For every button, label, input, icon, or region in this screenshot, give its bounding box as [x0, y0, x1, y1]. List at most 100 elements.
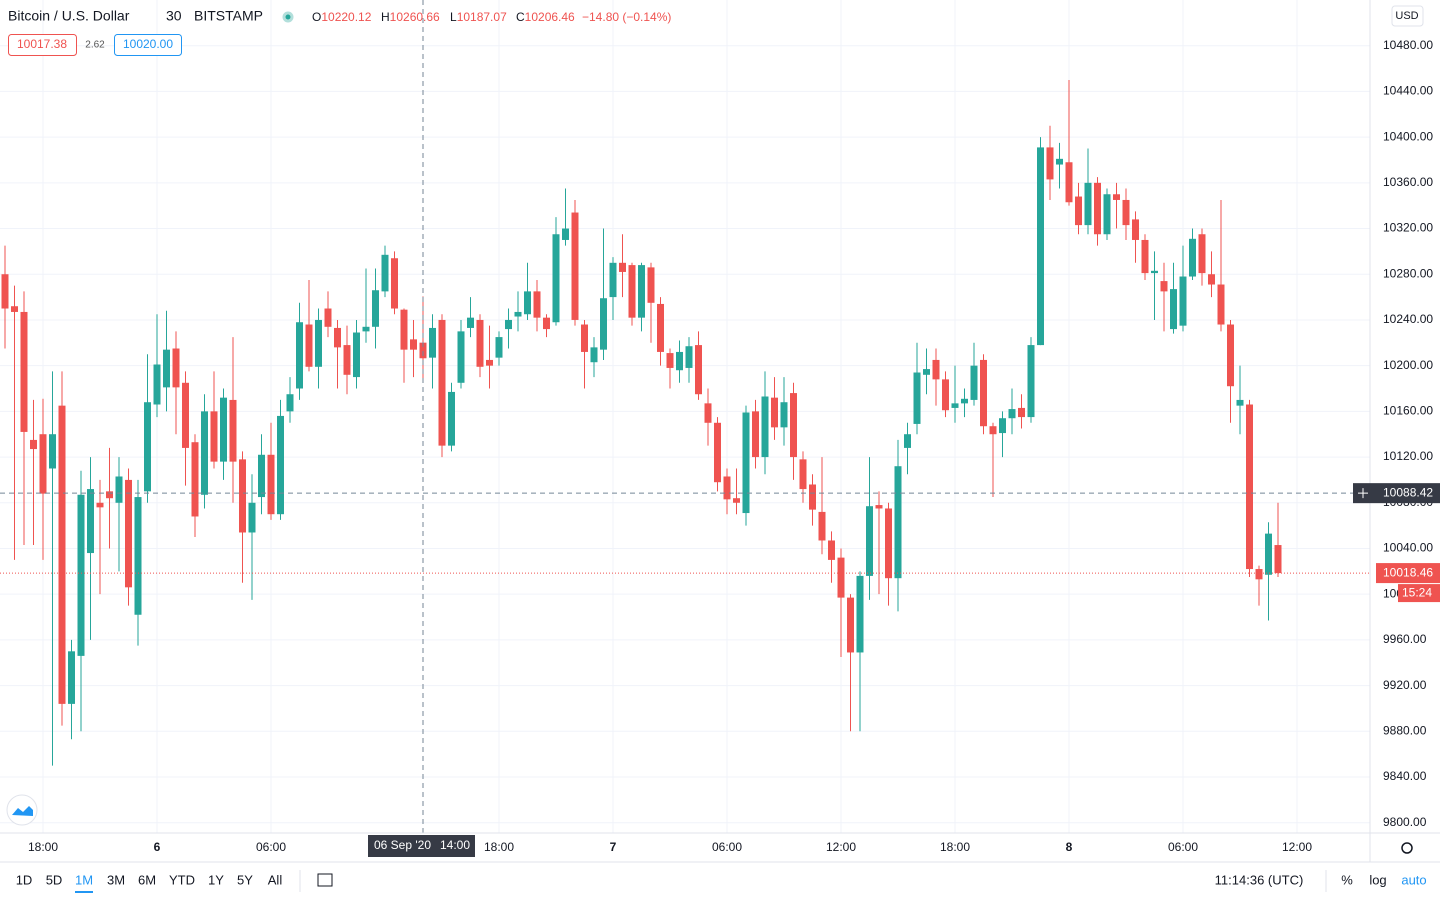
- candle-body: [666, 353, 674, 368]
- x-tick-label: 12:00: [1282, 840, 1312, 854]
- candle-body: [163, 349, 170, 388]
- range-button[interactable]: 6M: [138, 872, 156, 887]
- candle-body: [1065, 162, 1073, 203]
- candle-body: [742, 412, 750, 514]
- candle-body: [1170, 289, 1177, 330]
- candle-body: [1084, 182, 1092, 226]
- exchange: BITSTAMP: [194, 8, 263, 24]
- candle-body: [695, 345, 702, 395]
- range-button[interactable]: 1M: [75, 872, 93, 887]
- candle-body: [391, 258, 398, 309]
- candle-body: [913, 372, 921, 424]
- log-toggle[interactable]: log: [1369, 872, 1386, 887]
- candle-body: [505, 319, 512, 330]
- y-tick-label: 10200.00: [1383, 358, 1433, 372]
- x-tick-label: 06:00: [1168, 840, 1198, 854]
- candle-body: [961, 398, 968, 404]
- candle-body: [172, 348, 180, 388]
- countdown: 15:24: [1402, 585, 1432, 599]
- candle-body: [296, 322, 303, 389]
- candle-body: [96, 502, 104, 508]
- currency[interactable]: USD: [1395, 10, 1418, 22]
- candle-body: [1056, 158, 1063, 165]
- candle-body: [733, 498, 740, 503]
- x-tick-label: 06:00: [712, 840, 742, 854]
- candle-body: [923, 369, 930, 375]
- candle-body: [58, 405, 66, 704]
- candle-body: [970, 365, 978, 400]
- candle-body: [77, 494, 85, 656]
- candle-body: [201, 411, 208, 495]
- ohlc-value: 10260.66: [390, 10, 440, 24]
- ask-box[interactable]: [114, 34, 182, 56]
- candle-body: [429, 327, 436, 358]
- range-button[interactable]: All: [268, 872, 283, 887]
- bid-box[interactable]: [8, 34, 77, 56]
- settings-icon[interactable]: [1401, 842, 1413, 854]
- y-tick-label: 10120.00: [1383, 449, 1433, 463]
- range-button[interactable]: 1D: [16, 872, 33, 887]
- range-button[interactable]: 5Y: [237, 872, 253, 887]
- y-tick-label: 10280.00: [1383, 266, 1433, 280]
- ohlc-key: C: [516, 10, 525, 24]
- candle-body: [1255, 569, 1263, 580]
- candle-body: [1179, 276, 1187, 326]
- candle-body: [818, 511, 826, 541]
- range-button[interactable]: 1Y: [208, 872, 224, 887]
- candle-body: [761, 396, 769, 458]
- candle-body: [676, 351, 683, 371]
- candle-body: [372, 290, 379, 327]
- candle-body: [590, 347, 598, 363]
- candle-body: [210, 411, 218, 462]
- candle-body: [258, 454, 265, 498]
- candle-body: [30, 439, 37, 450]
- candle-body: [286, 394, 294, 412]
- logo-mark: [12, 806, 33, 816]
- candle-body: [448, 391, 455, 446]
- candle-body: [638, 265, 645, 318]
- crosshair-time: 14:00: [440, 838, 470, 852]
- candle-body: [1103, 194, 1111, 235]
- candle-body: [39, 434, 47, 494]
- candle-body: [1122, 199, 1130, 226]
- candle-body: [562, 228, 569, 240]
- candle-body: [20, 311, 28, 432]
- candle-body: [1198, 234, 1206, 274]
- candle-body: [362, 326, 370, 332]
- clock: 11:14:36 (UTC): [1215, 872, 1304, 887]
- y-tick-label: 9800.00: [1383, 815, 1427, 829]
- candle-body: [543, 317, 550, 330]
- candle-body: [980, 359, 987, 427]
- date-range-icon[interactable]: [317, 873, 333, 887]
- candle-body: [191, 442, 199, 517]
- x-tick-label: 18:00: [28, 840, 58, 854]
- range-button[interactable]: 3M: [107, 872, 125, 887]
- countdown-box: [1398, 584, 1440, 603]
- candle-body: [581, 324, 588, 352]
- bid[interactable]: 10017.38: [17, 37, 67, 51]
- crosshair-time-box: [368, 835, 475, 857]
- candle-body: [1037, 147, 1044, 346]
- candle-body: [381, 254, 389, 292]
- y-tick-label: 10040.00: [1383, 541, 1433, 555]
- ohlc-item: L10187.07: [450, 10, 507, 24]
- y-tick-label: 9840.00: [1383, 769, 1427, 783]
- range-button[interactable]: 5D: [46, 872, 63, 887]
- percent-toggle[interactable]: %: [1341, 872, 1353, 887]
- auto-toggle[interactable]: auto: [1401, 872, 1426, 887]
- candle-body: [685, 346, 693, 368]
- candle-body: [619, 262, 626, 272]
- candle-body: [885, 508, 892, 579]
- candle-body: [1265, 533, 1272, 575]
- candle-body: [609, 262, 617, 298]
- ask[interactable]: 10020.00: [123, 37, 173, 51]
- candle-body: [220, 397, 227, 462]
- candle-body: [248, 502, 256, 533]
- candle-body: [438, 319, 446, 446]
- candle-body: [809, 484, 816, 510]
- currency-box[interactable]: [1391, 5, 1424, 27]
- candle-body: [771, 397, 778, 428]
- range-button[interactable]: YTD: [169, 872, 195, 887]
- candle-body: [1274, 545, 1282, 574]
